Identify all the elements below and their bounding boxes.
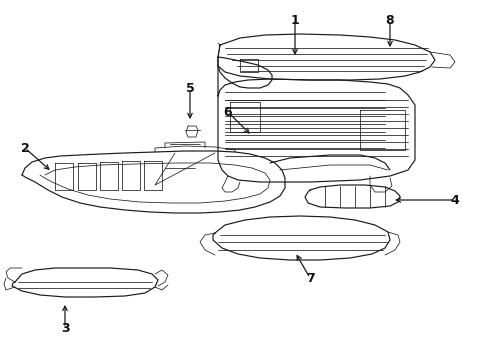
Text: 5: 5 [186,81,195,94]
Text: 3: 3 [61,321,69,334]
Text: 2: 2 [21,141,29,154]
Text: 8: 8 [386,13,394,27]
Text: 4: 4 [451,194,460,207]
Text: 6: 6 [224,105,232,118]
Text: 1: 1 [291,13,299,27]
Text: 7: 7 [306,271,315,284]
